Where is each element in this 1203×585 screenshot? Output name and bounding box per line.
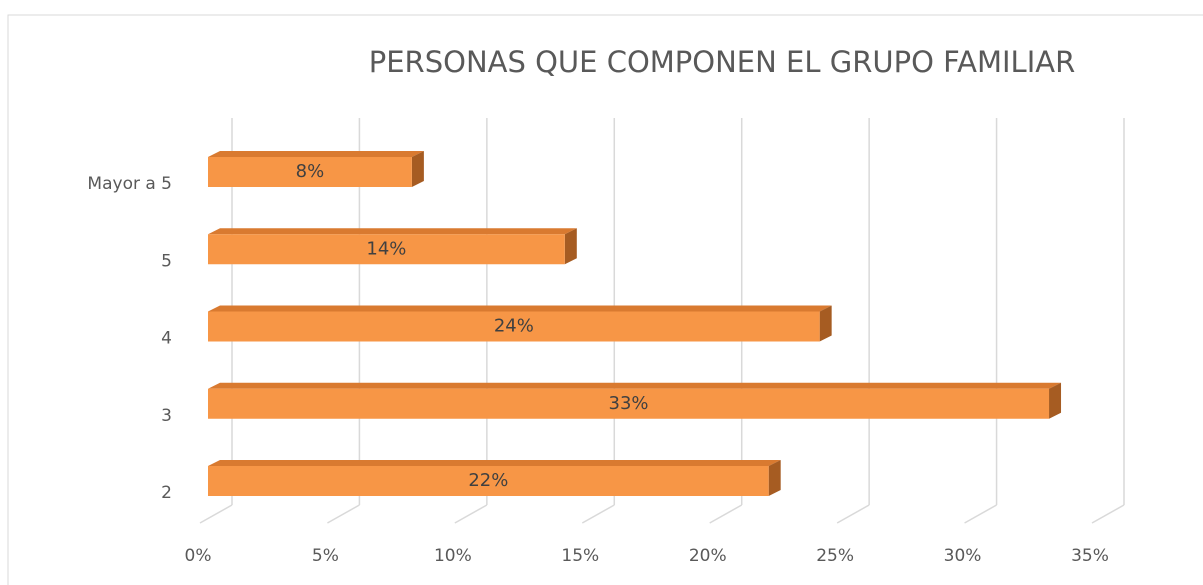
grid-floor-line [581,504,615,524]
x-tick-label: 30% [944,546,982,566]
chart-title: PERSONAS QUE COMPONEN EL GRUPO FAMILIAR [369,45,1076,79]
bar [208,382,1062,419]
bar-top [208,382,1062,389]
x-tick-label: 15% [561,546,599,566]
y-tick-label: 2 [161,483,172,503]
data-label: 24% [494,316,534,337]
grid-floor-line [964,504,997,524]
bar-side [819,305,832,342]
x-tick-label: 25% [816,546,854,566]
bar [208,305,832,342]
bar-front [208,234,565,265]
y-tick-label: 4 [161,329,172,349]
grid-floor-line [327,504,360,524]
grid-floor-line [199,504,233,524]
data-label: 8% [296,161,325,182]
bar-front [208,388,1050,419]
x-tick-label: 35% [1071,546,1109,566]
bar-front [208,157,412,187]
data-label: 22% [468,470,508,491]
y-tick-label: 5 [161,251,172,271]
bar-side [564,228,577,265]
bar-side [411,151,424,187]
bar [208,151,424,187]
bar-top [208,305,832,312]
chart-border [7,14,1203,585]
y-tick-label: Mayor a 5 [87,174,172,194]
grid-floor-line [836,504,870,524]
bar-top [208,151,424,157]
grid-floor-line [454,504,488,524]
bar-top [208,228,577,235]
bar [208,460,781,496]
grid-floor-line [709,504,743,524]
data-label: 14% [366,238,406,259]
bar-front [208,466,769,496]
x-tick-label: 10% [434,546,472,566]
x-tick-label: 5% [312,546,339,566]
bar-side [1049,382,1062,419]
x-tick-label: 20% [689,546,727,566]
bar-side [768,460,781,496]
bar-top [208,460,781,466]
bar-front [208,311,820,342]
bar [208,228,577,265]
data-label: 33% [609,393,649,414]
y-tick-label: 3 [161,406,172,426]
x-tick-label: 0% [185,546,212,566]
grid-floor-line [1091,504,1125,524]
